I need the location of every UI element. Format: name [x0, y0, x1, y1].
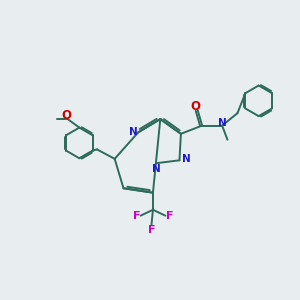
Text: F: F — [148, 225, 155, 236]
Text: N: N — [128, 127, 137, 137]
Text: O: O — [62, 109, 72, 122]
Text: O: O — [190, 100, 200, 112]
Text: N: N — [218, 118, 227, 128]
Text: F: F — [166, 211, 173, 221]
Text: N: N — [182, 154, 190, 164]
Text: F: F — [133, 211, 140, 221]
Text: N: N — [152, 164, 161, 173]
